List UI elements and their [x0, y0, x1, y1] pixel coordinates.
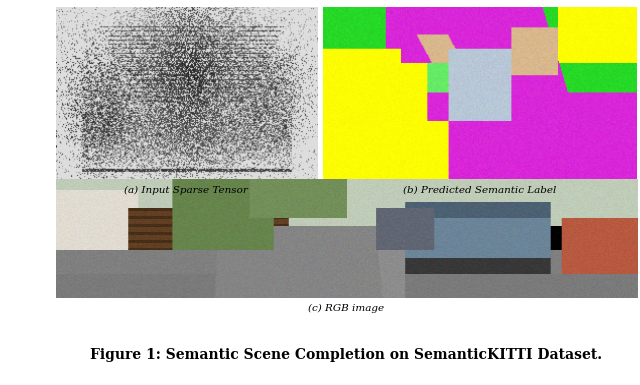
Text: (c) RGB image: (c) RGB image	[308, 304, 384, 313]
Text: Figure 1: Semantic Scene Completion on SemanticKITTI Dataset.: Figure 1: Semantic Scene Completion on S…	[90, 348, 602, 362]
Text: (a) Input Sparse Tensor: (a) Input Sparse Tensor	[124, 186, 248, 195]
Text: (b) Predicted Semantic Label: (b) Predicted Semantic Label	[403, 186, 557, 194]
